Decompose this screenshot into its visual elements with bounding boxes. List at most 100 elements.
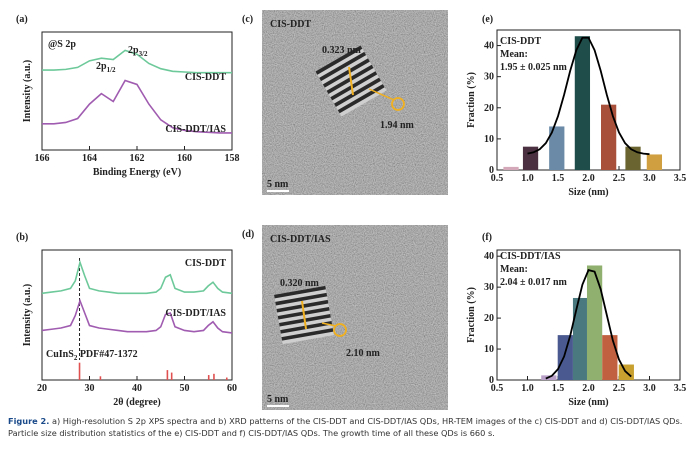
size-label: 1.94 nm <box>380 120 415 131</box>
annotation-sub: 1/2 <box>107 66 116 74</box>
panel-label: (e) <box>482 14 493 25</box>
spectrum-line <box>42 49 232 74</box>
y-tick-label: 30 <box>484 282 494 293</box>
annotation-part: 2.04 ± 0.017 nm <box>500 277 568 288</box>
x-tick-label: 30 <box>85 383 95 394</box>
fit-curve <box>545 269 632 380</box>
annotation-part: Mean: <box>500 264 528 275</box>
panel-label: (a) <box>16 14 28 25</box>
panel-label: (f) <box>482 232 492 243</box>
x-tick-label: 2.0 <box>582 383 595 394</box>
x-tick-label: 158 <box>225 153 240 164</box>
reference-label: CuInS2 PDF#47-1372 <box>46 349 138 362</box>
y-tick-label: 20 <box>484 103 494 114</box>
annotation-part: 2p <box>128 45 139 56</box>
x-tick-label: 166 <box>35 153 50 164</box>
annotation: CIS-DDT/IAS <box>500 251 561 262</box>
reference-label-part: PDF#47-1372 <box>77 349 137 360</box>
annotation-part: Mean: <box>500 49 528 60</box>
image-title: CIS-DDT <box>270 19 311 30</box>
x-tick-label: 60 <box>227 383 237 394</box>
x-axis-label: 2θ (degree) <box>113 397 161 408</box>
x-tick-label: 3.5 <box>674 173 687 184</box>
panel-label: (c) <box>242 14 253 25</box>
annotation-part: CIS-DDT <box>500 36 541 47</box>
image-title: CIS-DDT/IAS <box>270 234 331 245</box>
y-tick-label: 10 <box>484 134 494 145</box>
x-tick-label: 2.5 <box>613 173 626 184</box>
x-tick-label: 20 <box>37 383 47 394</box>
fit-curve <box>527 36 650 156</box>
annotation: 1.95 ± 0.025 nm <box>500 62 568 73</box>
annotation: Mean: <box>500 49 528 60</box>
caption-label: Figure 2. <box>8 416 50 426</box>
spectrum-line <box>41 259 233 295</box>
spectrum-line <box>41 298 233 334</box>
y-axis-label: Intensity (a.u.) <box>22 284 33 347</box>
series-label: CIS-DDT <box>185 72 226 83</box>
x-tick-label: 3.5 <box>674 383 687 394</box>
annotation: CIS-DDT <box>500 36 541 47</box>
x-tick-label: 1.5 <box>552 383 565 394</box>
x-tick-label: 1.0 <box>521 173 534 184</box>
scale-bar <box>267 190 289 192</box>
qd-ring <box>391 97 405 111</box>
bar <box>503 166 519 170</box>
y-tick-label: 0 <box>489 375 494 386</box>
panel-label: (d) <box>242 229 254 240</box>
x-tick-label: 160 <box>177 153 192 164</box>
annotation: 2.04 ± 0.017 nm <box>500 277 568 288</box>
annotation: 2p3/2 <box>128 45 148 58</box>
x-tick-label: 2.0 <box>582 173 595 184</box>
x-tick-label: 162 <box>130 153 145 164</box>
y-tick-label: 30 <box>484 72 494 83</box>
y-tick-label: 10 <box>484 344 494 355</box>
series-label: CIS-DDT <box>185 258 226 269</box>
x-tick-label: 50 <box>180 383 190 394</box>
fringe-stripe <box>319 51 367 82</box>
scale-label: 5 nm <box>267 394 289 405</box>
bar <box>574 36 591 170</box>
fringe-stripe <box>274 285 326 299</box>
x-tick-label: 3.0 <box>643 173 656 184</box>
x-axis-label: Size (nm) <box>568 397 608 408</box>
scale-bar <box>267 405 289 407</box>
reference-label-part: CuInS <box>46 349 74 360</box>
fringe-stripe <box>281 328 334 341</box>
x-tick-label: 40 <box>132 383 142 394</box>
fringe-stripe <box>322 58 370 88</box>
annotation: 2p1/2 <box>96 61 116 74</box>
x-tick-label: 3.0 <box>643 383 656 394</box>
bar <box>572 297 589 380</box>
spacing-label: 0.320 nm <box>280 278 320 289</box>
x-tick-label: 164 <box>82 153 97 164</box>
size-label: 2.10 nm <box>346 348 381 359</box>
fringe-stripe <box>275 292 328 306</box>
bar <box>646 154 663 170</box>
caption: Figure 2. a) High-resolution S 2p XPS sp… <box>8 415 696 439</box>
annotation-part: @S 2p <box>48 39 76 50</box>
y-tick-label: 0 <box>489 165 494 176</box>
y-axis-label: Fraction (%) <box>466 287 477 343</box>
y-axis-label: Fraction (%) <box>466 72 477 128</box>
annotation-part: CIS-DDT/IAS <box>500 251 561 262</box>
y-tick-label: 40 <box>484 41 494 52</box>
bar <box>601 104 617 170</box>
annotation: Mean: <box>500 264 528 275</box>
caption-text: a) High-resolution S 2p XPS spectra and … <box>8 416 683 438</box>
annotation-part: 1.95 ± 0.025 nm <box>500 62 568 73</box>
y-tick-label: 20 <box>484 313 494 324</box>
x-tick-label: 1.5 <box>552 173 565 184</box>
qd-pointer <box>368 88 395 101</box>
annotation-sub: 3/2 <box>139 50 148 58</box>
scale-label: 5 nm <box>267 179 289 190</box>
y-axis-label: Intensity (a.u.) <box>22 60 33 123</box>
figure: (a) 166 164 162 160 158 Binding Energy (eV) Int… <box>16 10 687 410</box>
x-tick-label: 2.5 <box>613 383 626 394</box>
bar <box>586 265 603 380</box>
qd-ring <box>333 323 347 337</box>
panel-label: (b) <box>16 232 28 243</box>
bar <box>557 335 573 380</box>
x-tick-label: 1.0 <box>521 383 534 394</box>
